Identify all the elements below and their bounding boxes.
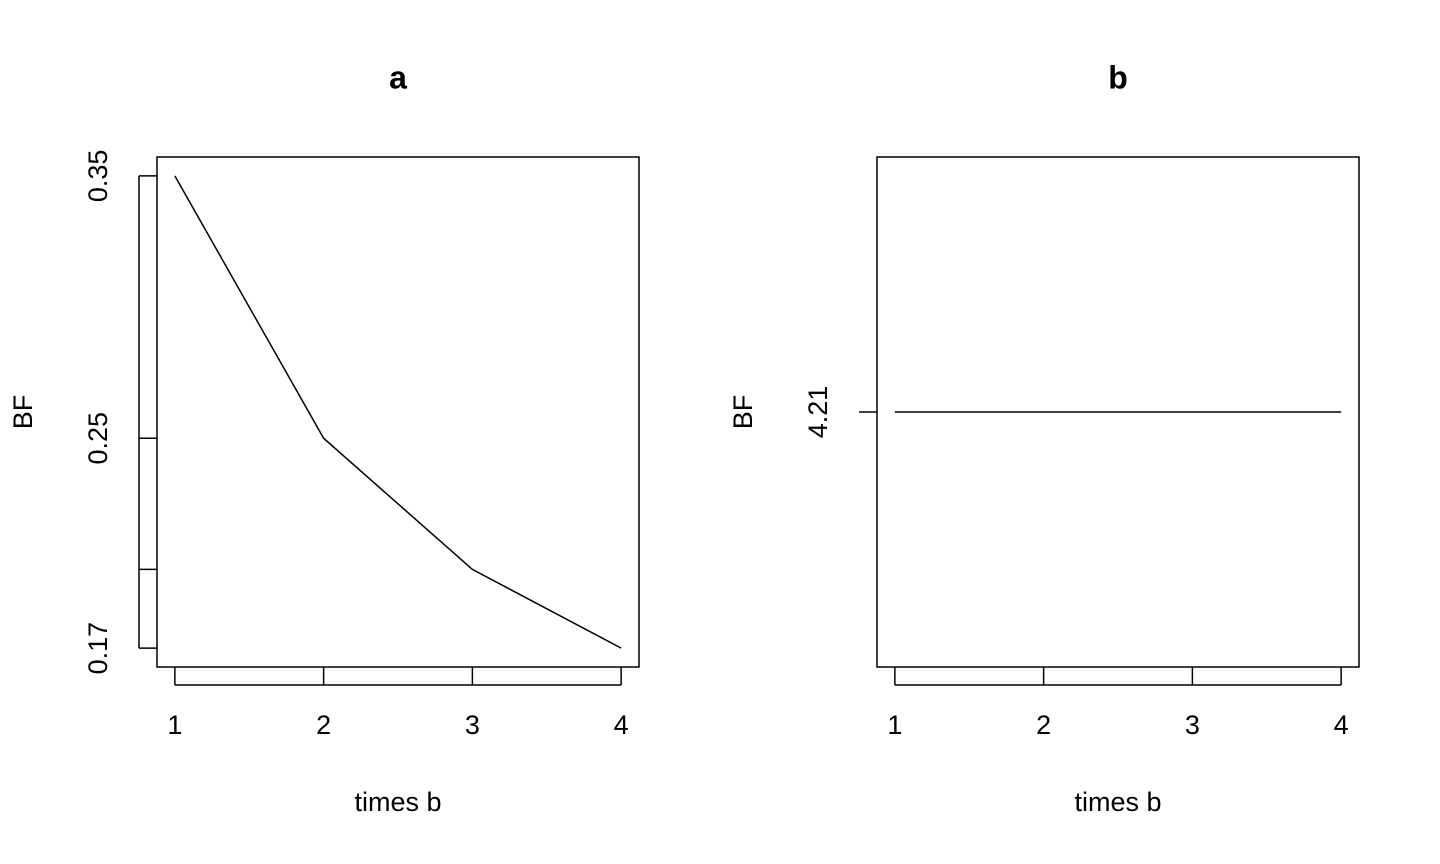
plot-frame xyxy=(156,156,640,668)
y-tick-label: 0.25 xyxy=(83,412,113,465)
data-line xyxy=(174,175,622,649)
x-axis-label: times b xyxy=(1074,787,1161,817)
y-tick-label: 4.21 xyxy=(803,386,833,439)
x-tick-label: 3 xyxy=(1185,710,1200,740)
y-axis-label: BF xyxy=(8,395,38,430)
x-tick-label: 3 xyxy=(465,710,480,740)
y-tick-label: 0.35 xyxy=(83,150,113,203)
y-tick-label: 0.17 xyxy=(83,622,113,675)
x-axis-label: times b xyxy=(354,787,441,817)
chart-title: a xyxy=(389,59,407,95)
x-tick-label: 1 xyxy=(887,710,902,740)
x-tick-label: 4 xyxy=(614,710,629,740)
x-tick-label: 1 xyxy=(167,710,182,740)
chart-title: b xyxy=(1108,59,1128,95)
y-axis-label: BF xyxy=(728,395,758,430)
x-tick-label: 4 xyxy=(1334,710,1349,740)
x-tick-label: 2 xyxy=(316,710,331,740)
x-tick-label: 2 xyxy=(1036,710,1051,740)
